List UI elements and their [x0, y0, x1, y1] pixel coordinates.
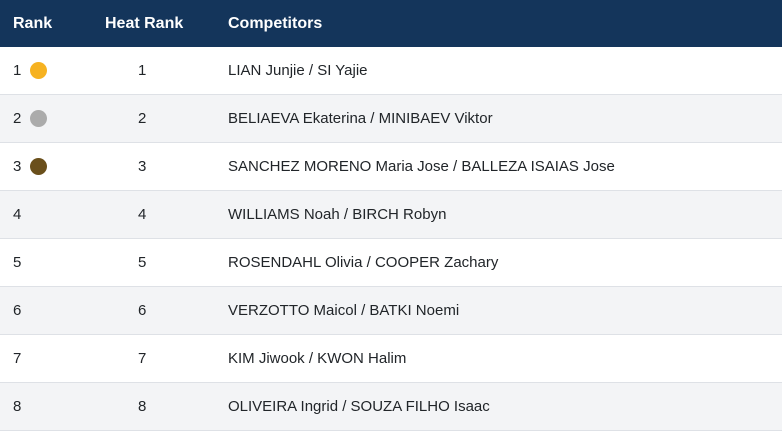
heat-rank-cell: 4: [138, 206, 147, 223]
rank-value: 3: [13, 158, 22, 175]
rank-value: 6: [13, 302, 22, 319]
rank-cell: 2: [0, 110, 105, 127]
heat-rank-cell: 6: [138, 302, 147, 319]
heat-rank-cell: 5: [138, 254, 147, 271]
rank-value: 4: [13, 206, 22, 223]
rank-cell: 7: [0, 350, 105, 367]
competitors-cell: LIAN Junjie / SI Yajie: [228, 62, 368, 79]
heat-rank-cell: 1: [138, 62, 147, 79]
silver-medal-icon: [30, 110, 48, 127]
rank-cell: 8: [0, 398, 105, 415]
heat-rank-cell: 7: [138, 350, 147, 367]
rank-cell: 1: [0, 62, 105, 79]
rank-value: 2: [13, 110, 22, 127]
table-row: 6 6 VERZOTTO Maicol / BATKI Noemi: [0, 287, 782, 335]
competitors-cell: BELIAEVA Ekaterina / MINIBAEV Viktor: [228, 110, 493, 127]
table-row: 2 2 BELIAEVA Ekaterina / MINIBAEV Viktor: [0, 95, 782, 143]
column-header-rank: Rank: [13, 14, 53, 32]
table-row: 7 7 KIM Jiwook / KWON Halim: [0, 335, 782, 383]
table-row: 4 4 WILLIAMS Noah / BIRCH Robyn: [0, 191, 782, 239]
heat-rank-cell: 8: [138, 398, 147, 415]
gold-medal-icon: [30, 62, 48, 79]
competitors-cell: WILLIAMS Noah / BIRCH Robyn: [228, 206, 447, 223]
rank-cell: 3: [0, 158, 105, 175]
rank-value: 7: [13, 350, 22, 367]
rank-value: 5: [13, 254, 22, 271]
rank-cell: 4: [0, 206, 105, 223]
competitors-cell: ROSENDAHL Olivia / COOPER Zachary: [228, 254, 499, 271]
results-table: Rank Heat Rank Competitors 1 1 LIAN Junj…: [0, 0, 782, 431]
column-header-heat-rank: Heat Rank: [105, 14, 184, 32]
heat-rank-cell: 3: [138, 158, 147, 175]
bronze-medal-icon: [30, 158, 48, 175]
rank-cell: 6: [0, 302, 105, 319]
competitors-cell: KIM Jiwook / KWON Halim: [228, 350, 407, 367]
rank-value: 1: [13, 62, 22, 79]
competitors-cell: VERZOTTO Maicol / BATKI Noemi: [228, 302, 460, 319]
table-row: 5 5 ROSENDAHL Olivia / COOPER Zachary: [0, 239, 782, 287]
column-header-competitors: Competitors: [228, 14, 323, 32]
table-row: 3 3 SANCHEZ MORENO Maria Jose / BALLEZA …: [0, 143, 782, 191]
rank-cell: 5: [0, 254, 105, 271]
competitors-cell: SANCHEZ MORENO Maria Jose / BALLEZA ISAI…: [228, 158, 615, 175]
table-body: 1 1 LIAN Junjie / SI Yajie 2 2 BELIAEVA …: [0, 47, 782, 431]
table-header-row: Rank Heat Rank Competitors: [0, 0, 782, 47]
table-row: 1 1 LIAN Junjie / SI Yajie: [0, 47, 782, 95]
heat-rank-cell: 2: [138, 110, 147, 127]
table-row: 8 8 OLIVEIRA Ingrid / SOUZA FILHO Isaac: [0, 383, 782, 431]
competitors-cell: OLIVEIRA Ingrid / SOUZA FILHO Isaac: [228, 398, 490, 415]
rank-value: 8: [13, 398, 22, 415]
